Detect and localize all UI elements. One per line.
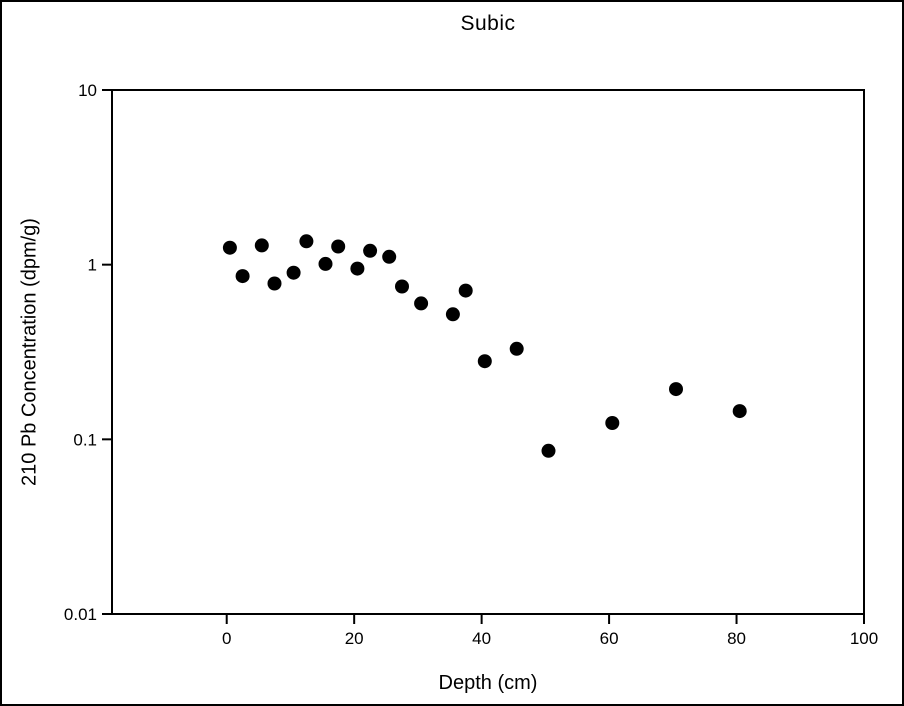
y-tick-label: 0.01 xyxy=(64,605,97,624)
x-tick-label: 100 xyxy=(850,629,878,648)
y-tick-label: 0.1 xyxy=(73,430,97,449)
data-point xyxy=(414,296,429,311)
data-point xyxy=(669,382,683,397)
x-tick-label: 20 xyxy=(345,629,364,648)
x-tick-label: 60 xyxy=(600,629,619,648)
data-point xyxy=(458,283,473,298)
data-point xyxy=(363,243,378,258)
data-point xyxy=(477,354,492,369)
data-point xyxy=(382,249,397,264)
x-axis-label: Depth (cm) xyxy=(438,672,538,694)
data-point xyxy=(235,269,250,284)
data-point xyxy=(267,276,282,291)
plot-frame xyxy=(111,89,865,615)
data-point xyxy=(350,261,365,276)
data-point xyxy=(732,404,747,419)
data-point xyxy=(445,307,460,322)
data-point xyxy=(509,341,524,356)
data-point xyxy=(605,416,620,430)
data-point xyxy=(299,234,314,249)
data-point xyxy=(222,240,237,255)
x-tick-label: 0 xyxy=(222,629,231,648)
data-point xyxy=(286,265,301,280)
x-tick-label: 80 xyxy=(727,629,746,648)
x-tick-label: 40 xyxy=(472,629,491,648)
y-tick-label: 10 xyxy=(78,81,97,100)
data-point xyxy=(318,256,333,271)
chart-title: Subic xyxy=(460,12,516,35)
data-point xyxy=(541,443,556,458)
data-point xyxy=(331,239,346,254)
y-axis-label: 210 Pb Concentration (dpm/g) xyxy=(18,218,41,486)
y-tick-label: 1 xyxy=(88,256,97,275)
data-point xyxy=(395,279,409,294)
data-point xyxy=(254,238,269,253)
